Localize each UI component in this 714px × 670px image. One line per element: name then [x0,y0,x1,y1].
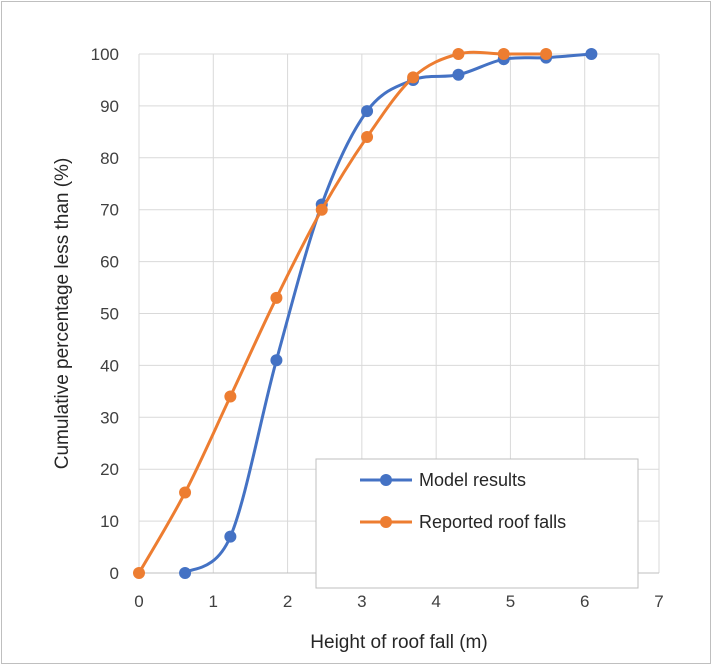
y-tick-label: 60 [100,253,119,272]
x-tick-label: 1 [209,592,218,611]
data-point-reported-roof-falls [452,48,465,60]
data-point-model-results [452,68,465,81]
y-tick-label: 100 [91,45,119,64]
grid-lines [138,53,660,574]
data-point-reported-roof-falls [133,567,145,579]
series-line-model-results [184,52,592,575]
y-tick-label: 90 [100,97,119,116]
series-layer [133,48,598,579]
data-point-model-results [585,48,598,60]
x-tick-labels: 0 1 2 3 4 5 6 7 [134,592,663,611]
x-tick-label: 2 [283,592,292,611]
y-tick-label: 30 [100,408,119,427]
y-tick-label: 40 [100,356,119,375]
legend: Model results Reported roof falls [315,458,639,589]
data-point-model-results [270,354,283,367]
x-tick-label: 3 [357,592,366,611]
x-tick-label: 4 [431,592,440,611]
y-tick-label: 80 [100,149,119,168]
x-tick-label: 0 [134,592,143,611]
y-tick-label: 70 [100,201,119,220]
y-tick-label: 10 [100,512,119,531]
x-tick-label: 6 [580,592,589,611]
y-tick-label: 20 [100,460,119,479]
data-point-model-results [361,105,374,118]
y-axis-title: Cumulative percentage less than (%) [52,158,73,470]
series-reported-roof-falls [133,48,553,579]
data-point-model-results [224,530,237,543]
data-point-reported-roof-falls [540,48,553,60]
data-point-reported-roof-falls [361,131,374,144]
data-point-reported-roof-falls [497,48,510,60]
legend-label-model-results: Model results [419,470,526,490]
legend-label-reported-roof-falls: Reported roof falls [419,512,566,532]
y-tick-label: 50 [100,305,119,324]
data-point-reported-roof-falls [179,486,192,499]
data-point-reported-roof-falls [407,71,420,84]
x-axis-title: Height of roof fall (m) [310,632,487,653]
x-tick-label: 5 [506,592,515,611]
data-point-reported-roof-falls [315,203,328,216]
legend-marker-model-results [380,474,392,486]
data-point-reported-roof-falls [270,291,283,304]
legend-marker-reported-roof-falls [380,516,392,528]
data-point-reported-roof-falls [224,390,237,403]
x-tick-label: 7 [654,592,663,611]
data-point-model-results [179,567,192,579]
y-tick-label: 0 [110,564,119,583]
y-tick-labels: 0 10 20 30 40 50 60 70 80 90 100 [91,45,119,583]
